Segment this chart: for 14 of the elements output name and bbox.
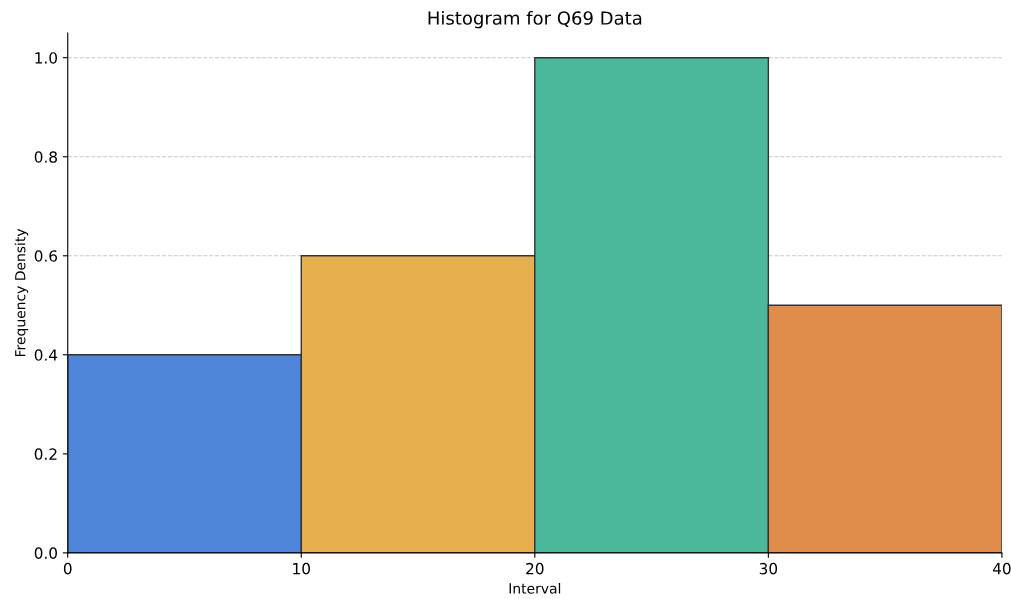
y-tick-label: 0.6	[34, 250, 58, 262]
x-tick-label: 40	[992, 562, 1011, 575]
y-tick-label: 1.0	[35, 52, 57, 64]
y-tick-label: 0.2	[34, 448, 57, 460]
y-axis-title: Frequency Density	[14, 228, 29, 357]
x-tick-label: 30	[759, 562, 778, 575]
x-axis-title: Interval	[509, 582, 561, 594]
chart-title: Histogram for Q69 Data	[428, 10, 642, 29]
y-tick-label: 0.4	[34, 349, 58, 361]
y-tick-label: 0.0	[34, 547, 57, 559]
x-tick-label: 20	[526, 562, 544, 575]
y-tick-label: 0.8	[34, 151, 57, 163]
x-tick-label: 0	[63, 562, 72, 575]
x-tick-label: 10	[293, 562, 310, 575]
